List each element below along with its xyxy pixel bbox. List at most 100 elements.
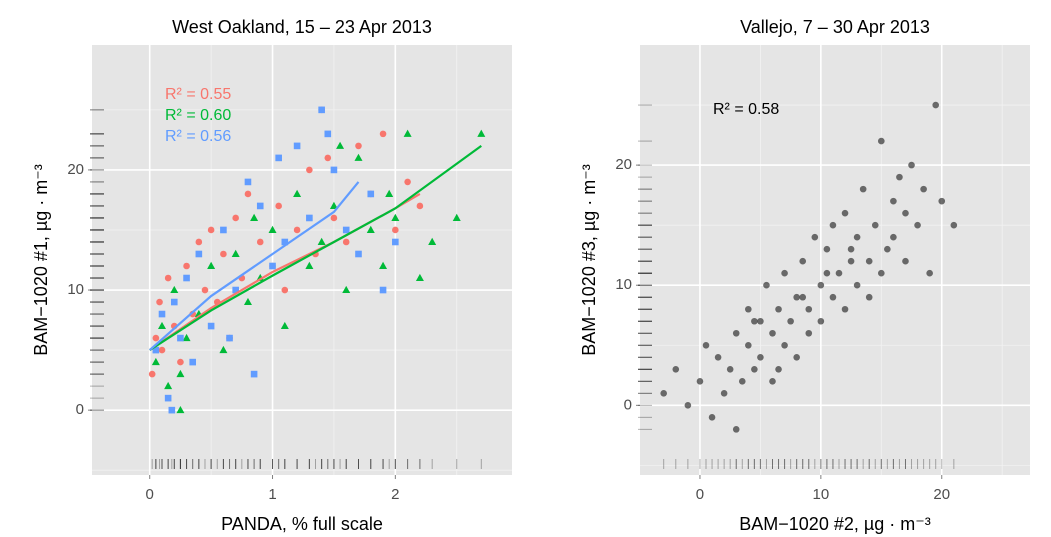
point xyxy=(847,245,855,253)
point xyxy=(829,221,837,229)
point xyxy=(416,202,424,210)
point xyxy=(890,233,897,241)
point xyxy=(232,214,239,222)
point xyxy=(403,129,412,137)
point xyxy=(415,273,424,282)
x-axis-label: PANDA, % full scale xyxy=(221,514,383,534)
point xyxy=(379,286,387,294)
point xyxy=(793,293,800,301)
fit-line xyxy=(148,181,360,351)
point xyxy=(853,281,861,289)
point xyxy=(769,378,776,385)
point xyxy=(926,269,933,277)
point xyxy=(672,366,680,373)
point xyxy=(293,226,301,234)
point xyxy=(379,130,387,138)
point xyxy=(751,317,758,325)
point xyxy=(847,257,855,265)
point xyxy=(404,178,411,186)
point xyxy=(428,237,437,245)
point xyxy=(177,358,184,366)
point xyxy=(176,369,185,378)
point xyxy=(293,142,301,150)
point xyxy=(268,225,277,233)
point xyxy=(256,238,264,246)
point xyxy=(769,329,776,337)
annotation: R² = 0.55 xyxy=(165,86,231,103)
point xyxy=(250,370,258,378)
point xyxy=(781,269,788,277)
point xyxy=(342,238,350,246)
point xyxy=(775,366,782,373)
point xyxy=(757,353,764,361)
point xyxy=(696,378,704,385)
point xyxy=(355,142,362,150)
point xyxy=(183,274,190,282)
point xyxy=(336,141,345,149)
point xyxy=(330,214,338,222)
point xyxy=(156,298,163,306)
point xyxy=(720,390,728,397)
point xyxy=(152,334,160,342)
point xyxy=(231,249,240,257)
point xyxy=(256,202,264,210)
point xyxy=(164,381,173,390)
x-axis-label: BAM−1020 #2, µg · m⁻³ xyxy=(739,514,930,534)
point xyxy=(853,233,861,241)
point xyxy=(195,250,203,258)
point xyxy=(781,341,788,349)
point xyxy=(775,305,782,313)
point xyxy=(207,226,215,234)
x-tick-label: 0 xyxy=(696,486,704,503)
point xyxy=(823,269,831,277)
point xyxy=(732,426,740,433)
point xyxy=(232,286,239,294)
point xyxy=(811,233,819,241)
chart-title: Vallejo, 7 – 30 Apr 2013 xyxy=(740,17,930,37)
point xyxy=(392,238,399,246)
point xyxy=(799,293,807,301)
point xyxy=(164,394,172,402)
point xyxy=(932,101,940,109)
point xyxy=(168,406,176,414)
point xyxy=(884,245,891,253)
y-tick-label: 20 xyxy=(67,161,84,178)
point xyxy=(367,190,375,198)
y-tick-label: 10 xyxy=(67,281,84,298)
point xyxy=(158,346,166,354)
point xyxy=(330,166,338,174)
point xyxy=(745,305,752,313)
point xyxy=(207,322,215,330)
point xyxy=(317,237,326,245)
point xyxy=(243,297,252,306)
y-tick-label: 0 xyxy=(76,401,84,418)
point xyxy=(148,370,156,378)
point xyxy=(281,238,289,246)
point xyxy=(829,293,837,301)
y-axis-label: BAM−1020 #3, µg · m⁻³ xyxy=(579,164,599,355)
point xyxy=(269,262,276,270)
point xyxy=(787,317,794,325)
chart-title: West Oakland, 15 – 23 Apr 2013 xyxy=(172,17,432,37)
point xyxy=(732,329,740,337)
point xyxy=(182,333,191,342)
point xyxy=(708,414,716,421)
point xyxy=(244,190,252,198)
point xyxy=(226,334,233,342)
y-axis-label: BAM−1020 #1, µg · m⁻³ xyxy=(31,164,51,355)
point xyxy=(250,213,259,221)
point xyxy=(763,281,770,289)
point xyxy=(318,106,325,114)
point xyxy=(745,341,752,349)
point xyxy=(354,153,363,161)
point xyxy=(817,281,825,289)
point xyxy=(329,201,338,209)
point xyxy=(176,405,185,414)
point xyxy=(865,293,873,301)
point xyxy=(170,285,179,294)
point xyxy=(392,226,399,234)
point xyxy=(738,378,746,385)
point xyxy=(871,221,879,229)
point xyxy=(757,317,764,325)
point xyxy=(660,390,667,397)
